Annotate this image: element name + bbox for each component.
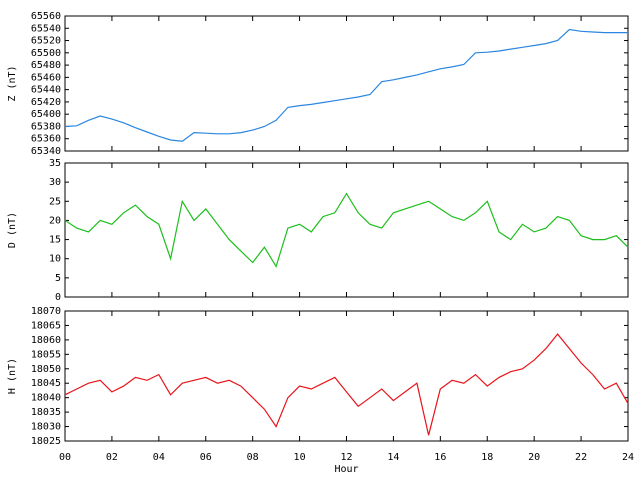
y-tick-label: 18060 bbox=[31, 335, 61, 346]
y-tick-label: 0 bbox=[55, 292, 61, 303]
y-tick-label: 20 bbox=[49, 215, 61, 226]
y-tick-label: 35 bbox=[49, 158, 61, 169]
y-tick-label: 65540 bbox=[31, 23, 61, 34]
y-tick-label: 65400 bbox=[31, 109, 61, 120]
y-tick-label: 65360 bbox=[31, 134, 61, 145]
y-tick-label: 65480 bbox=[31, 60, 61, 71]
x-axis-label: Hour bbox=[334, 464, 358, 475]
y-tick-label: 18055 bbox=[31, 349, 61, 360]
y-tick-label: 10 bbox=[49, 254, 61, 265]
y-tick-label: 18025 bbox=[31, 436, 61, 447]
y-tick-label: 18035 bbox=[31, 407, 61, 418]
y-tick-label: 18065 bbox=[31, 320, 61, 331]
y-tick-label: 30 bbox=[49, 177, 61, 188]
plot-frame bbox=[64, 162, 629, 298]
x-tick-label: 02 bbox=[106, 452, 118, 463]
data-line bbox=[64, 333, 629, 436]
y-tick-label: 18030 bbox=[31, 422, 61, 433]
x-tick-label: 18 bbox=[481, 452, 493, 463]
y-tick-label: 18040 bbox=[31, 393, 61, 404]
x-tick-label: 00 bbox=[59, 452, 71, 463]
y-tick-label: 65560 bbox=[31, 11, 61, 22]
x-tick-label: 12 bbox=[340, 452, 352, 463]
data-line bbox=[64, 28, 628, 142]
x-tick-label: 22 bbox=[575, 452, 587, 463]
y-tick-label: 65420 bbox=[31, 97, 61, 108]
y-tick-label: 65440 bbox=[31, 85, 61, 96]
y-tick-label: 65340 bbox=[31, 146, 61, 157]
y-tick-label: 65500 bbox=[31, 48, 61, 59]
y-tick-label: 15 bbox=[49, 235, 61, 246]
y-tick-label: 18045 bbox=[31, 378, 61, 389]
y-tick-label: 18050 bbox=[31, 364, 61, 375]
y-axis-label: D (nT) bbox=[7, 212, 18, 248]
y-tick-label: 65520 bbox=[31, 36, 61, 47]
x-tick-label: 10 bbox=[294, 452, 306, 463]
x-tick-label: 20 bbox=[528, 452, 540, 463]
x-tick-label: 08 bbox=[247, 452, 259, 463]
y-axis-label: H (nT) bbox=[7, 358, 18, 394]
x-tick-label: 06 bbox=[200, 452, 212, 463]
y-tick-label: 5 bbox=[55, 273, 61, 284]
x-tick-label: 04 bbox=[153, 452, 165, 463]
x-tick-label: 16 bbox=[434, 452, 446, 463]
plot-frame bbox=[64, 310, 629, 442]
y-tick-label: 18070 bbox=[31, 306, 61, 317]
data-line bbox=[64, 192, 629, 268]
y-axis-label: Z (nT) bbox=[7, 65, 18, 101]
y-tick-label: 65460 bbox=[31, 72, 61, 83]
y-tick-label: 25 bbox=[49, 196, 61, 207]
x-tick-label: 14 bbox=[387, 452, 399, 463]
plot-frame bbox=[64, 15, 629, 152]
y-tick-label: 65380 bbox=[31, 121, 61, 132]
x-tick-label: 24 bbox=[622, 452, 634, 463]
